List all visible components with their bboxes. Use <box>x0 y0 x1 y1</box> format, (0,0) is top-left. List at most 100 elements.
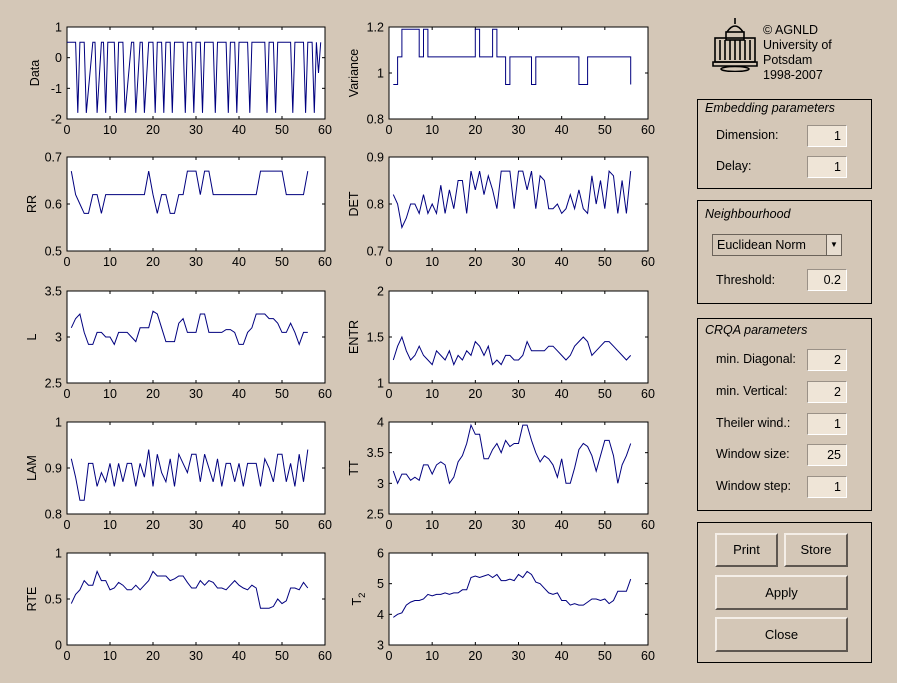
series-line <box>67 41 322 113</box>
y-tick-label: 0.6 <box>45 198 62 212</box>
copyright-text: © AGNLD University of Potsdam 1998-2007 <box>763 23 832 83</box>
y-axis-label: RTE <box>25 587 39 612</box>
y-tick-label: 4 <box>377 416 384 430</box>
window-size-field[interactable]: 25 <box>807 444 847 466</box>
x-tick-label: 40 <box>232 518 246 532</box>
x-tick-label: 30 <box>189 387 203 401</box>
y-tick-label: 0 <box>55 51 62 65</box>
x-tick-label: 50 <box>598 518 612 532</box>
plot-frame <box>388 552 649 646</box>
dimension-field[interactable]: 1 <box>807 125 847 147</box>
x-tick-label: 20 <box>468 518 482 532</box>
window-step-field[interactable]: 1 <box>807 476 847 498</box>
university-line: University of <box>763 38 832 52</box>
y-tick-label: 1 <box>377 67 384 81</box>
x-tick-label: 30 <box>512 387 526 401</box>
min-vertical-field[interactable]: 2 <box>807 381 847 403</box>
x-tick-label: 40 <box>232 649 246 663</box>
x-tick-label: 0 <box>64 649 71 663</box>
min-diagonal-label: min. Diagonal: <box>716 352 796 366</box>
min-diagonal-field[interactable]: 2 <box>807 349 847 371</box>
x-tick-label: 40 <box>555 518 569 532</box>
y-tick-label: 1 <box>377 377 384 391</box>
city-line: Potsdam <box>763 53 813 67</box>
x-tick-label: 40 <box>555 649 569 663</box>
y-tick-label: 0.8 <box>367 113 384 127</box>
y-axis-label: LAM <box>25 455 39 481</box>
x-tick-label: 10 <box>425 387 439 401</box>
embedding-panel: Embedding parameters Dimension: 1 Delay:… <box>697 99 872 189</box>
x-tick-label: 0 <box>64 387 71 401</box>
y-tick-label: 1.2 <box>367 21 384 35</box>
x-tick-label: 40 <box>232 387 246 401</box>
norm-select[interactable]: Euclidean Norm ▼ <box>712 234 842 256</box>
chart-6: 0 10 20 30 40 50 60 1 1.5 2 ENTR <box>347 285 655 402</box>
series-line <box>70 170 309 214</box>
x-tick-label: 20 <box>146 387 160 401</box>
chart-2: 0 10 20 30 40 50 60 0.8 1 1.2 Variance <box>347 21 655 138</box>
y-tick-label: 2.5 <box>367 508 384 522</box>
series-line <box>393 570 632 618</box>
series-line <box>392 423 632 485</box>
y-tick-label: -2 <box>51 113 62 127</box>
y-tick-label: 1 <box>55 547 62 561</box>
x-tick-label: 50 <box>598 387 612 401</box>
x-tick-label: 20 <box>146 649 160 663</box>
y-tick-label: 2.5 <box>45 377 62 391</box>
threshold-label: Threshold: <box>716 273 776 287</box>
x-tick-label: 60 <box>318 123 332 137</box>
chart-5: 0 10 20 30 40 50 60 2.5 3 3.5 L <box>25 285 332 402</box>
chart-4: 0 10 20 30 40 50 60 0.7 0.8 0.9 DET <box>347 151 655 270</box>
x-tick-label: 50 <box>275 518 289 532</box>
close-button[interactable]: Close <box>715 617 848 652</box>
x-tick-label: 30 <box>189 255 203 269</box>
x-tick-label: 50 <box>275 123 289 137</box>
chart-8: 0 10 20 30 40 50 60 2.5 3 3.5 4 TT <box>347 416 655 533</box>
y-tick-label: 0.8 <box>45 508 62 522</box>
x-tick-label: 60 <box>641 518 655 532</box>
y-tick-label: 3 <box>377 639 384 653</box>
series-line <box>393 28 632 85</box>
x-tick-label: 0 <box>64 518 71 532</box>
plot-frame <box>388 421 649 515</box>
embedding-panel-title: Embedding parameters <box>705 101 835 115</box>
x-tick-label: 60 <box>318 518 332 532</box>
series-line <box>70 449 309 501</box>
university-building-logo <box>712 18 758 72</box>
plot-frame <box>66 552 326 646</box>
series-line <box>392 169 632 230</box>
y-axis-label: TT <box>347 460 361 476</box>
delay-label: Delay: <box>716 159 752 173</box>
y-tick-label: 0.9 <box>45 462 62 476</box>
theiler-window-field[interactable]: 1 <box>807 413 847 435</box>
x-tick-label: 60 <box>641 649 655 663</box>
chevron-down-icon[interactable]: ▼ <box>826 235 841 255</box>
x-tick-label: 0 <box>64 123 71 137</box>
x-tick-label: 50 <box>598 649 612 663</box>
x-tick-label: 30 <box>189 123 203 137</box>
y-tick-label: 0.7 <box>367 245 384 259</box>
apply-button[interactable]: Apply <box>715 575 848 610</box>
window-size-label: Window size: <box>716 447 790 461</box>
x-tick-label: 60 <box>641 123 655 137</box>
series-line <box>392 335 632 366</box>
store-button[interactable]: Store <box>784 533 848 567</box>
x-tick-label: 50 <box>598 255 612 269</box>
y-axis-label: Variance <box>347 49 361 97</box>
y-tick-label: 0 <box>55 639 62 653</box>
y-tick-label: 0.9 <box>367 151 384 165</box>
print-button[interactable]: Print <box>715 533 778 567</box>
x-tick-label: 10 <box>425 123 439 137</box>
x-tick-label: 60 <box>641 255 655 269</box>
threshold-field[interactable]: 0.2 <box>807 269 847 291</box>
x-tick-label: 10 <box>425 255 439 269</box>
x-tick-label: 10 <box>425 649 439 663</box>
y-tick-label: 0.7 <box>45 151 62 165</box>
x-tick-label: 20 <box>146 518 160 532</box>
plot-area: 0 10 20 30 40 50 60 -2 -1 0 1 Data 0 10 20 30 40 50 60 0.8 1… <box>25 21 655 664</box>
delay-field[interactable]: 1 <box>807 156 847 178</box>
years-line: 1998-2007 <box>763 68 823 82</box>
y-tick-label: 3.5 <box>367 446 384 460</box>
y-tick-label: 1.5 <box>367 331 384 345</box>
plot-frame <box>66 421 326 515</box>
